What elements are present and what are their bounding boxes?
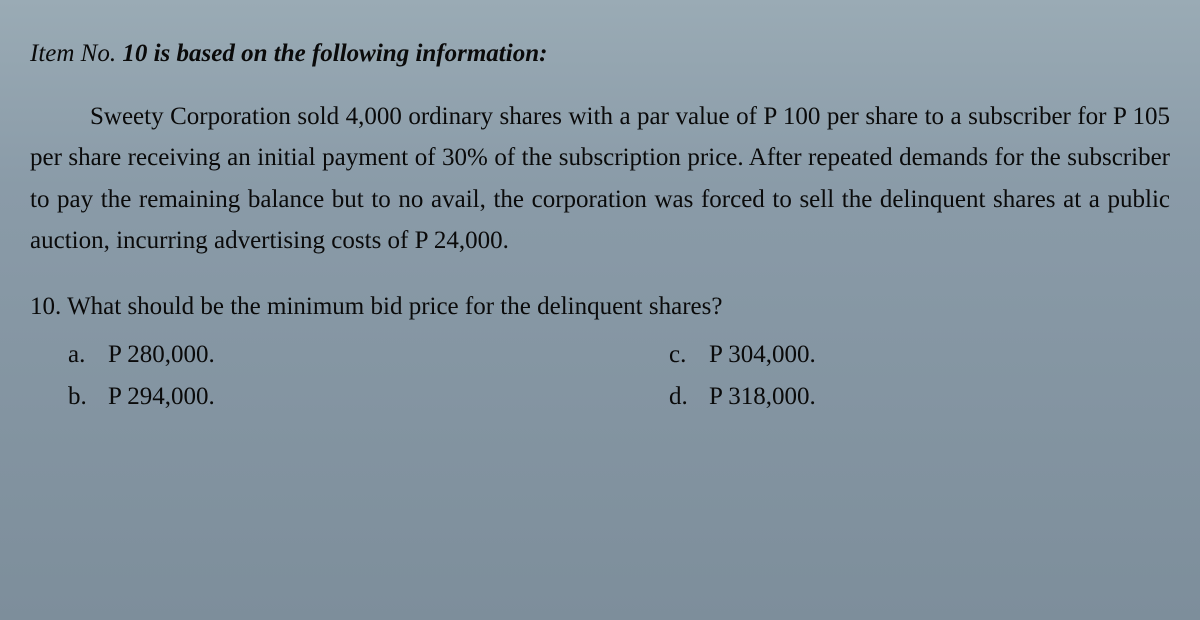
option-letter-c: c. bbox=[669, 341, 693, 369]
option-letter-b: b. bbox=[68, 383, 92, 411]
option-a: a. P 280,000. bbox=[68, 341, 569, 369]
option-value-d: P 318,000. bbox=[709, 383, 816, 411]
item-number: 10 bbox=[122, 40, 147, 67]
options-grid: a. P 280,000. c. P 304,000. b. P 294,000… bbox=[30, 341, 1170, 411]
option-c: c. P 304,000. bbox=[669, 341, 1170, 369]
question-text: What should be the minimum bid price for… bbox=[67, 293, 722, 320]
scenario-paragraph: Sweety Corporation sold 4,000 ordinary s… bbox=[30, 96, 1170, 261]
option-letter-d: d. bbox=[669, 383, 693, 411]
item-suffix: is based on the following information: bbox=[147, 40, 547, 67]
option-value-b: P 294,000. bbox=[108, 383, 215, 411]
item-header: Item No. 10 is based on the following in… bbox=[30, 40, 1170, 68]
item-prefix: Item No. bbox=[30, 40, 122, 67]
question-number: 10. bbox=[30, 293, 61, 320]
question-line: 10. What should be the minimum bid price… bbox=[30, 293, 1170, 321]
option-value-a: P 280,000. bbox=[108, 341, 215, 369]
option-value-c: P 304,000. bbox=[709, 341, 816, 369]
option-d: d. P 318,000. bbox=[669, 383, 1170, 411]
option-b: b. P 294,000. bbox=[68, 383, 569, 411]
option-letter-a: a. bbox=[68, 341, 92, 369]
